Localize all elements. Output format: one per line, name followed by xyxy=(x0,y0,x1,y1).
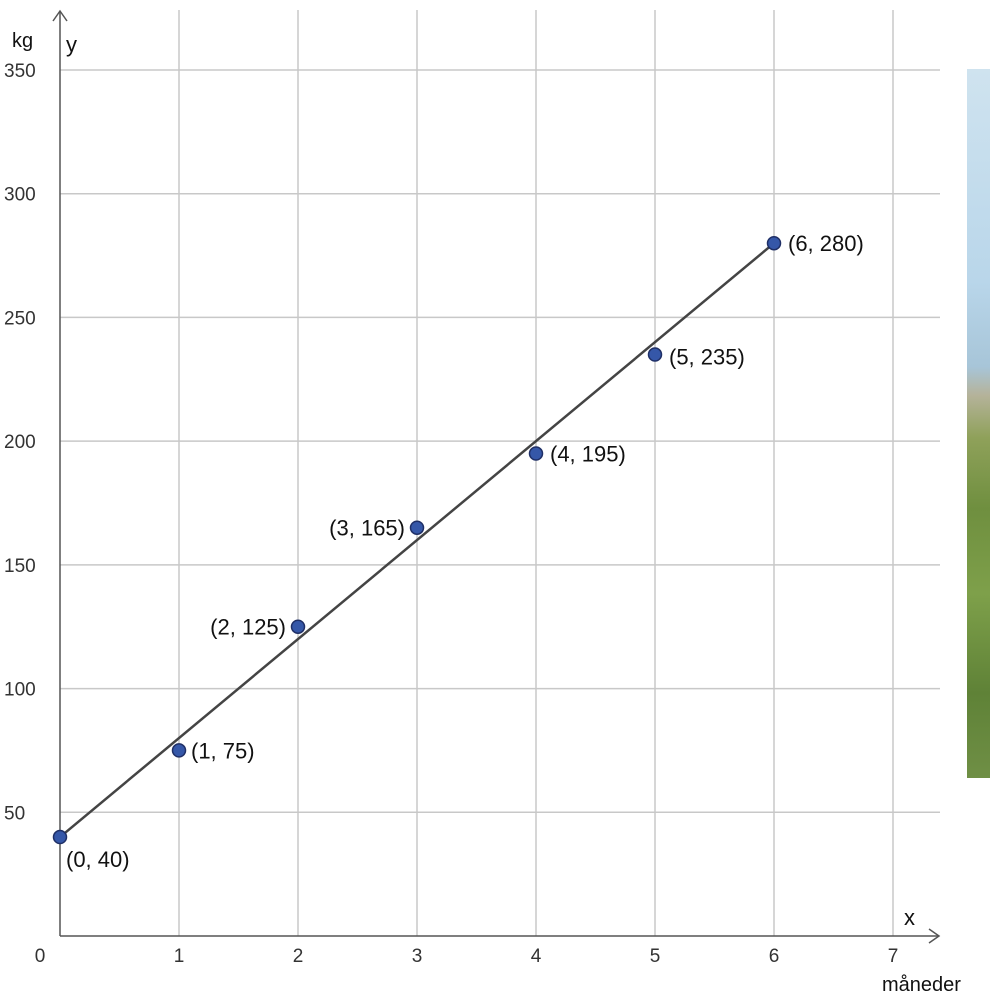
y-tick-labels: 50 100 150 200 250 300 350 xyxy=(4,61,36,824)
x-tick-label: 3 xyxy=(412,946,423,967)
y-tick-label: 300 xyxy=(4,185,36,206)
y-tick-label: 150 xyxy=(4,556,36,577)
grid xyxy=(60,10,940,936)
x-tick-label: 4 xyxy=(531,946,542,967)
axes xyxy=(52,9,941,944)
data-point-label: (3, 165) xyxy=(329,516,405,541)
x-axis-arrowhead xyxy=(928,928,941,944)
data-point-label: (2, 125) xyxy=(210,615,286,640)
origin-label: 0 xyxy=(35,946,46,967)
data-point xyxy=(409,520,425,535)
y-tick-label: 100 xyxy=(4,680,36,701)
data-point-label: (6, 280) xyxy=(788,231,864,256)
data-point-label: (1, 75) xyxy=(191,738,255,763)
data-point xyxy=(528,446,544,461)
y-tick-label: 200 xyxy=(4,432,36,453)
data-point-label: (5, 235) xyxy=(669,345,745,370)
y-unit-label: kg xyxy=(12,30,33,52)
x-unit-label: måneder xyxy=(882,974,961,995)
x-axis-label: x xyxy=(904,905,915,930)
data-point xyxy=(290,619,306,634)
y-axis-arrowhead xyxy=(52,9,68,22)
x-tick-label: 5 xyxy=(650,946,661,967)
y-tick-label: 350 xyxy=(4,61,36,82)
landscape-photo xyxy=(967,69,990,778)
data-series: (0, 40) (1, 75) (2, 125) (3, 165) (4, 195) (5… xyxy=(52,231,864,872)
x-tick-label: 2 xyxy=(293,946,304,967)
x-tick-label: 1 xyxy=(174,946,185,967)
data-point-label: (4, 195) xyxy=(550,442,626,467)
y-tick-label: 250 xyxy=(4,308,36,329)
trend-line xyxy=(59,242,775,838)
y-axis-label: y xyxy=(66,32,77,57)
data-point xyxy=(52,829,68,845)
y-tick-label: 50 xyxy=(4,803,25,824)
x-tick-label: 6 xyxy=(769,946,780,967)
x-tick-label: 7 xyxy=(888,946,899,967)
data-point xyxy=(647,347,663,362)
x-tick-labels: 1 2 3 4 5 6 7 xyxy=(174,946,899,967)
data-point-label: (0, 40) xyxy=(66,847,130,872)
data-point xyxy=(171,743,187,758)
data-point xyxy=(766,235,782,251)
